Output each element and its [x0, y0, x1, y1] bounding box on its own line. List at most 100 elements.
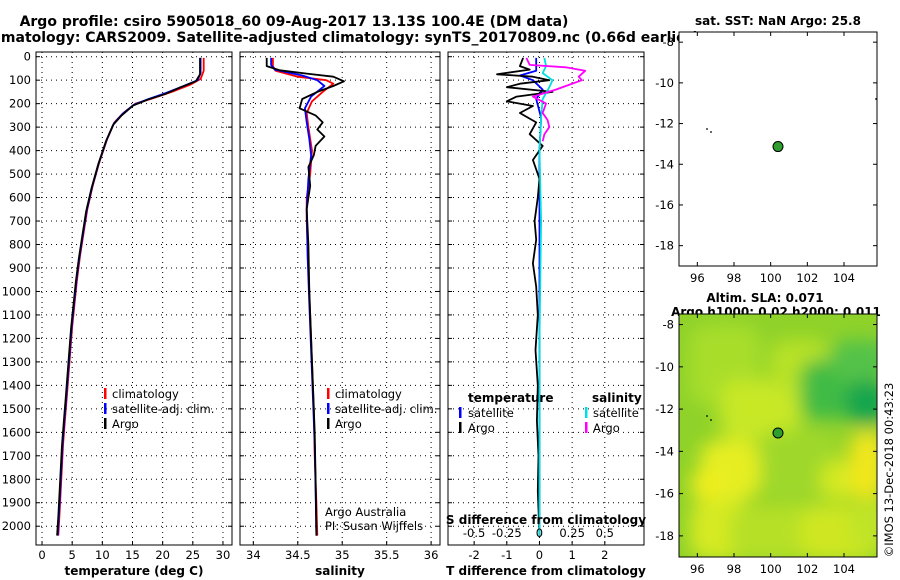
sla-map-ytick-label: -12 [655, 402, 674, 416]
sla-map-xtick-label: 100 [760, 562, 782, 576]
difference-series-t-argo [496, 57, 554, 536]
sst-map-xtick-label: 100 [760, 271, 782, 285]
sla-heatmap-field [690, 325, 877, 557]
sla-map-ytick-label: -16 [655, 487, 674, 501]
sst-map-profile-marker [772, 141, 784, 153]
temperature-xlabel: temperature (deg C) [65, 564, 204, 578]
diff-legend-left-swatch [459, 422, 462, 433]
s-diff-tick-label: -0.25 [492, 526, 522, 540]
temperature-xtick-label: 0 [38, 548, 45, 562]
diff-legend-temperature-title: temperature [468, 391, 553, 405]
sla-map-frame [678, 313, 878, 558]
depth-tick-label: 0 [24, 50, 31, 64]
sst-map-xtick-label: 96 [690, 271, 705, 285]
temperature-legend-swatch [104, 418, 107, 429]
s-diff-tick-label: 0.25 [559, 526, 585, 540]
depth-tick-label: 1300 [2, 355, 31, 369]
sst-map-ytick-label: -10 [655, 76, 674, 90]
depth-tick-label: 1100 [2, 308, 31, 322]
depth-tick-label: 1900 [2, 496, 31, 510]
sst-map-xtick-label: 98 [727, 271, 742, 285]
salinity-legend-swatch [327, 418, 330, 429]
difference-xtick-label: -2 [468, 548, 479, 562]
sst-map-panel: sat. SST: NaN Argo: 25.8 96 98 100 102 104 -8 -… [655, 14, 878, 285]
sla-map-title-line1: Altim. SLA: 0.071 [706, 291, 823, 305]
diff-legend-left-label: satellite [468, 406, 514, 420]
depth-tick-label: 2000 [2, 519, 31, 533]
depth-tick-label: 200 [9, 97, 31, 111]
salinity-legend-label: climatology [335, 387, 402, 401]
sla-heatmap-cell [720, 380, 800, 440]
sla-heatmap-cell [690, 470, 720, 500]
temperature-xtick-label: 15 [125, 548, 140, 562]
sst-map-ytick-label: -16 [655, 198, 674, 212]
depth-tick-label: 1500 [2, 402, 31, 416]
s-diff-tick-label: 0.5 [596, 526, 614, 540]
sst-map-ytick-label: -12 [655, 117, 674, 131]
temperature-legend-label: satellite-adj. clim. [112, 402, 214, 416]
depth-tick-label: 1600 [2, 425, 31, 439]
sla-heatmap [679, 314, 877, 557]
sst-map-title: sat. SST: NaN Argo: 25.8 [695, 14, 861, 28]
figure-title-line2: Climatology: CARS2009. Satellite-adjuste… [0, 30, 699, 46]
sst-map-speck [706, 128, 708, 130]
sla-heatmap-cell [730, 505, 820, 557]
sla-map-profile-marker [772, 427, 784, 439]
diff-legend-right-swatch [585, 422, 588, 433]
temperature-xtick-label: 25 [185, 548, 200, 562]
sla-map-speck [710, 419, 712, 421]
sst-map-frame [678, 31, 878, 267]
temperature-panel: 0 5 10 15 20 25 30 temperature (deg C) 0 100 200 30… [2, 50, 233, 578]
sst-map-ytick-label: -18 [655, 239, 674, 253]
diff-legend-salinity-title: salinity [592, 391, 642, 405]
sla-heatmap-cell [845, 380, 877, 425]
sst-map-xtick-label: 102 [796, 271, 818, 285]
temperature-xtick-label: 30 [216, 548, 231, 562]
difference-xtick-label: -1 [501, 548, 512, 562]
depth-tick-label: 1000 [2, 284, 31, 298]
sla-map-xtick-label: 96 [690, 562, 705, 576]
depth-tick-label: 400 [9, 144, 31, 158]
difference-panel: -2 -1 0 1 2 T difference from climatology -0.5… [446, 51, 646, 578]
temperature-frame [35, 51, 233, 546]
depth-tick-label: 100 [9, 73, 31, 87]
temperature-legend-label: Argo [112, 417, 139, 431]
s-diff-title: S difference from climatology [446, 513, 646, 527]
salinity-panel: 34 34.5 35 35.5 36 salinity climatologysatelli… [239, 51, 441, 578]
temperature-legend-label: climatology [112, 387, 179, 401]
salinity-xtick-label: 35.5 [374, 548, 400, 562]
difference-series-s-argo [525, 57, 587, 142]
sla-heatmap-cell [850, 500, 877, 550]
salinity-xlabel: salinity [315, 564, 365, 578]
salinity-annotation-line1: Argo Australia [325, 505, 406, 519]
sla-map-xtick-label: 104 [833, 562, 855, 576]
salinity-xtick-label: 35 [335, 548, 350, 562]
figure-title-line1: Argo profile: csiro 5905018_60 09-Aug-20… [20, 14, 569, 30]
sla-heatmap-cell [850, 430, 877, 500]
depth-tick-label: 600 [9, 191, 31, 205]
salinity-xtick-label: 36 [424, 548, 439, 562]
temperature-xtick-label: 5 [69, 548, 76, 562]
sla-map-ytick-label: -14 [655, 444, 674, 458]
temperature-xtick-label: 10 [95, 548, 110, 562]
temperature-xtick-label: 20 [155, 548, 170, 562]
temperature-legend-swatch [104, 403, 107, 414]
difference-xtick-label: 0 [536, 548, 543, 562]
salinity-frame [239, 51, 441, 546]
salinity-xtick-label: 34.5 [285, 548, 311, 562]
depth-tick-label: 800 [9, 238, 31, 252]
sla-map-ytick-label: -8 [663, 318, 674, 332]
depth-tick-label: 900 [9, 261, 31, 275]
diff-legend-right-swatch [585, 407, 588, 418]
difference-xlabel: T difference from climatology [446, 564, 646, 578]
temperature-series-argo [56, 57, 201, 536]
sla-heatmap-cell [760, 430, 840, 500]
sla-map-ytick-label: -18 [655, 529, 674, 543]
s-diff-tick-label: -0.5 [463, 526, 485, 540]
sla-map-ytick-label: -10 [655, 360, 674, 374]
diff-legend-right-label: Argo [593, 421, 620, 435]
depth-tick-label: 300 [9, 120, 31, 134]
sst-map-ytick-label: -8 [663, 35, 674, 49]
